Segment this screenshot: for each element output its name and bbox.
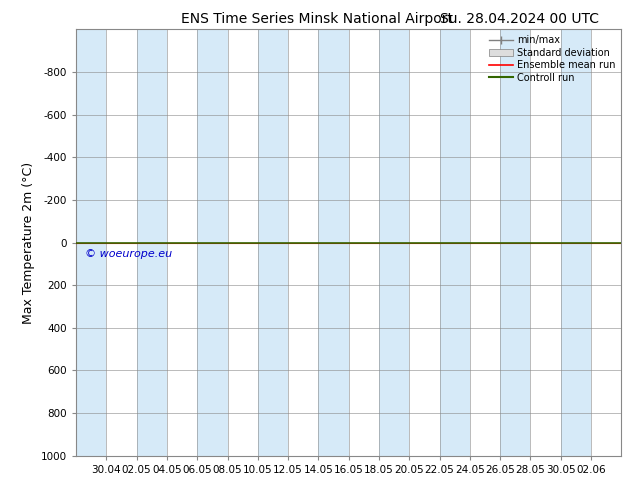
Text: Su. 28.04.2024 00 UTC: Su. 28.04.2024 00 UTC	[441, 12, 599, 26]
Text: © woeurope.eu: © woeurope.eu	[85, 249, 172, 259]
Bar	[439, 29, 470, 456]
Bar	[137, 29, 167, 456]
Bar	[318, 29, 349, 456]
Legend: min/max, Standard deviation, Ensemble mean run, Controll run: min/max, Standard deviation, Ensemble me…	[485, 31, 619, 86]
Y-axis label: Max Temperature 2m (°C): Max Temperature 2m (°C)	[22, 162, 36, 323]
Bar	[500, 29, 531, 456]
Bar	[379, 29, 410, 456]
Bar	[258, 29, 288, 456]
Text: ENS Time Series Minsk National Airport: ENS Time Series Minsk National Airport	[181, 12, 453, 26]
Bar	[76, 29, 107, 456]
Bar	[197, 29, 228, 456]
Bar	[560, 29, 591, 456]
